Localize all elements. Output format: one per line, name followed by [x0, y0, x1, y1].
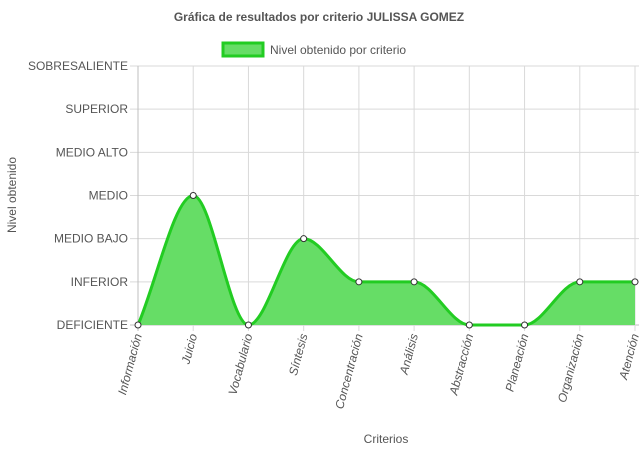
y-tick-label: SUPERIOR — [65, 102, 128, 116]
x-tick-label: Organización — [555, 332, 587, 404]
y-tick-label: SOBRESALIENTE — [28, 59, 128, 73]
series-area — [138, 195, 635, 325]
data-point[interactable] — [134, 321, 142, 329]
data-point[interactable] — [189, 192, 197, 199]
legend-label: Nivel obtenido por criterio — [270, 43, 406, 57]
y-tick-label: DEFICIENTE — [57, 318, 128, 332]
x-tick-label: Planeación — [503, 332, 532, 393]
data-point[interactable] — [576, 278, 584, 286]
data-points — [134, 192, 639, 329]
y-axis-title: Nivel obtenido — [5, 157, 19, 233]
data-point[interactable] — [521, 321, 529, 329]
x-tick-label: Vocabulario — [226, 332, 256, 397]
x-tick-label: Abstracción — [446, 332, 476, 397]
chart-title: Gráfica de resultados por criterio JULIS… — [174, 10, 464, 24]
x-axis-title: Criterios — [364, 432, 409, 446]
data-point[interactable] — [244, 321, 252, 329]
x-tick-label: Análisis — [397, 332, 421, 377]
x-axis-ticks: Información Juicio Vocabulario Síntesis Conc… — [115, 332, 639, 411]
x-tick-label: Atención — [616, 332, 639, 382]
legend[interactable]: Nivel obtenido por criterio — [221, 41, 406, 58]
y-tick-label: MEDIO BAJO — [54, 232, 128, 246]
x-tick-label: Concentración — [332, 332, 366, 411]
y-axis-ticks: DEFICIENTE INFERIOR MEDIO BAJO MEDIO MEDIO A… — [28, 59, 128, 332]
y-tick-label: MEDIO ALTO — [56, 145, 128, 159]
data-point[interactable] — [355, 278, 363, 286]
data-point[interactable] — [465, 321, 473, 329]
data-point[interactable] — [300, 235, 308, 243]
x-tick-label: Información — [115, 332, 145, 396]
x-tick-label: Síntesis — [286, 332, 311, 377]
data-point[interactable] — [410, 278, 418, 286]
y-tick-label: INFERIOR — [71, 275, 129, 289]
x-tick-label: Juicio — [178, 332, 200, 367]
legend-swatch — [221, 41, 265, 58]
y-tick-label: MEDIO — [89, 189, 128, 203]
data-point[interactable] — [631, 278, 639, 286]
